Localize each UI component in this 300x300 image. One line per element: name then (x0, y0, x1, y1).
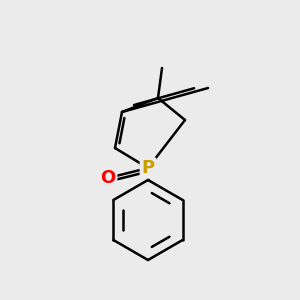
Text: O: O (100, 169, 116, 187)
Text: P: P (141, 159, 154, 177)
